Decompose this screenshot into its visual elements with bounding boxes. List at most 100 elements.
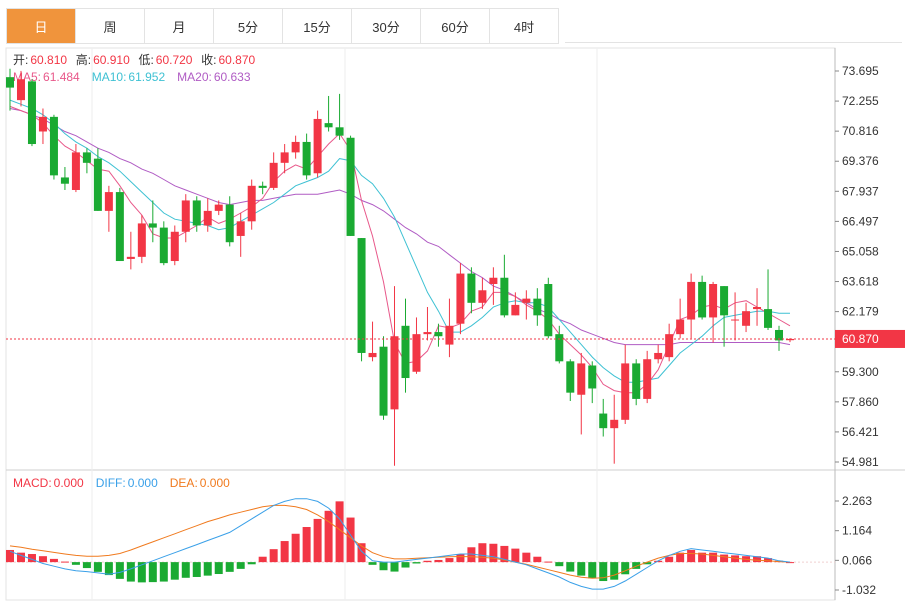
candle-body — [731, 319, 740, 321]
tab-3[interactable]: 5分 — [214, 9, 283, 43]
macd-bar — [478, 543, 487, 563]
macd-readout: MACD: 0.000 DIFF: 0.000 DEA: 0.000 — [13, 476, 232, 490]
tab-1[interactable]: 周 — [76, 9, 145, 43]
macd-bar — [203, 562, 212, 576]
candle-body — [60, 177, 69, 184]
macd-bar — [71, 562, 80, 565]
macd-bar — [170, 562, 179, 580]
macd-bar — [456, 554, 465, 563]
candle-body — [500, 277, 509, 316]
price-tick-label: 73.695 — [842, 64, 879, 78]
macd-bar — [302, 527, 311, 563]
ma20-value: 60.633 — [213, 70, 251, 84]
candle-body — [137, 223, 146, 257]
low-value: 60.720 — [155, 53, 193, 67]
candle-body — [599, 413, 608, 429]
chart-frame — [5, 47, 836, 601]
open-label: 开: — [13, 53, 29, 67]
macd-bar — [38, 556, 47, 563]
last-price-tag — [835, 329, 905, 348]
candle-body — [786, 338, 794, 341]
macd-bar — [500, 545, 509, 563]
macd-bar — [753, 556, 762, 563]
candle-body — [621, 363, 630, 420]
price-tick-label: 57.860 — [842, 395, 879, 409]
diff-label: DIFF: — [95, 476, 126, 490]
macd-bar — [236, 562, 245, 569]
candle-body — [775, 329, 784, 341]
price-tick-label: 72.255 — [842, 94, 879, 108]
candle-body — [38, 116, 47, 132]
candle-body — [632, 363, 641, 399]
candle-body — [390, 336, 399, 410]
macd-bar — [159, 562, 168, 582]
tab-2[interactable]: 月 — [145, 9, 214, 43]
candle-body — [104, 192, 113, 211]
candle-body — [445, 325, 454, 345]
candle-body — [720, 286, 729, 316]
price-tick-label: 66.497 — [842, 214, 879, 228]
candle-body — [764, 309, 773, 328]
macd-bar — [192, 562, 201, 577]
ma20-line — [9, 108, 791, 346]
price-tick-label: 69.376 — [842, 154, 879, 168]
ma5-line — [9, 105, 791, 394]
open-value: 60.810 — [30, 53, 68, 67]
price-tick-label: 65.058 — [842, 244, 879, 258]
tab-4[interactable]: 15分 — [283, 9, 352, 43]
candle-body — [225, 204, 234, 243]
ohlc-readout: 开: 60.810 高: 60.910 低: 60.720 收: 60.870 — [13, 51, 257, 68]
macd-tick-label: 2.263 — [842, 494, 872, 508]
high-value: 60.910 — [93, 53, 130, 67]
candle-body — [280, 152, 289, 163]
macd-label: MACD: — [13, 476, 52, 490]
candle-body — [566, 361, 575, 393]
ma-readout: MA5: 61.484 MA10: 61.952 MA20: 60.633 — [13, 70, 253, 84]
price-tick-label: 63.618 — [842, 275, 879, 289]
macd-bar — [709, 552, 718, 563]
macd-bar — [698, 552, 707, 563]
tab-6[interactable]: 60分 — [421, 9, 490, 43]
candle-body — [93, 158, 102, 211]
candle-body — [291, 141, 300, 153]
candle-body — [49, 116, 58, 176]
dea-label: DEA: — [169, 476, 198, 490]
macd-bar — [82, 562, 91, 569]
macd-bar — [764, 558, 773, 563]
macd-value: 0.000 — [53, 476, 84, 490]
macd-bar — [357, 543, 366, 563]
macd-bar — [489, 543, 498, 563]
candle-body — [302, 141, 311, 176]
close-label: 收: — [201, 53, 217, 67]
macd-bar — [687, 549, 696, 563]
macd-bar — [599, 562, 608, 582]
candle-body — [753, 306, 762, 310]
candle-body — [170, 231, 179, 262]
macd-bar — [434, 559, 443, 563]
macd-bar — [280, 541, 289, 563]
candle-body — [148, 223, 157, 228]
candle-body — [687, 281, 696, 320]
tab-7[interactable]: 4时 — [490, 9, 559, 43]
macd-bar — [335, 501, 344, 563]
tab-divider — [565, 42, 902, 43]
dea-line — [9, 504, 791, 579]
macd-bar — [6, 549, 14, 563]
candle-body — [643, 359, 652, 399]
macd-bar — [467, 547, 476, 563]
candle-body — [346, 137, 355, 236]
candle-body — [588, 365, 597, 389]
tab-5[interactable]: 30分 — [352, 9, 421, 43]
candle-body — [610, 419, 619, 429]
macd-bar — [731, 555, 740, 563]
tab-0[interactable]: 日 — [7, 9, 76, 43]
macd-bar — [643, 562, 652, 565]
macd-tick-label: -1.032 — [842, 583, 876, 597]
macd-bar — [104, 562, 113, 576]
macd-bar — [544, 561, 553, 563]
ma20-label: MA20: — [177, 70, 212, 84]
candle-body — [401, 325, 410, 379]
macd-bar — [401, 562, 410, 568]
candle-body — [434, 332, 443, 337]
